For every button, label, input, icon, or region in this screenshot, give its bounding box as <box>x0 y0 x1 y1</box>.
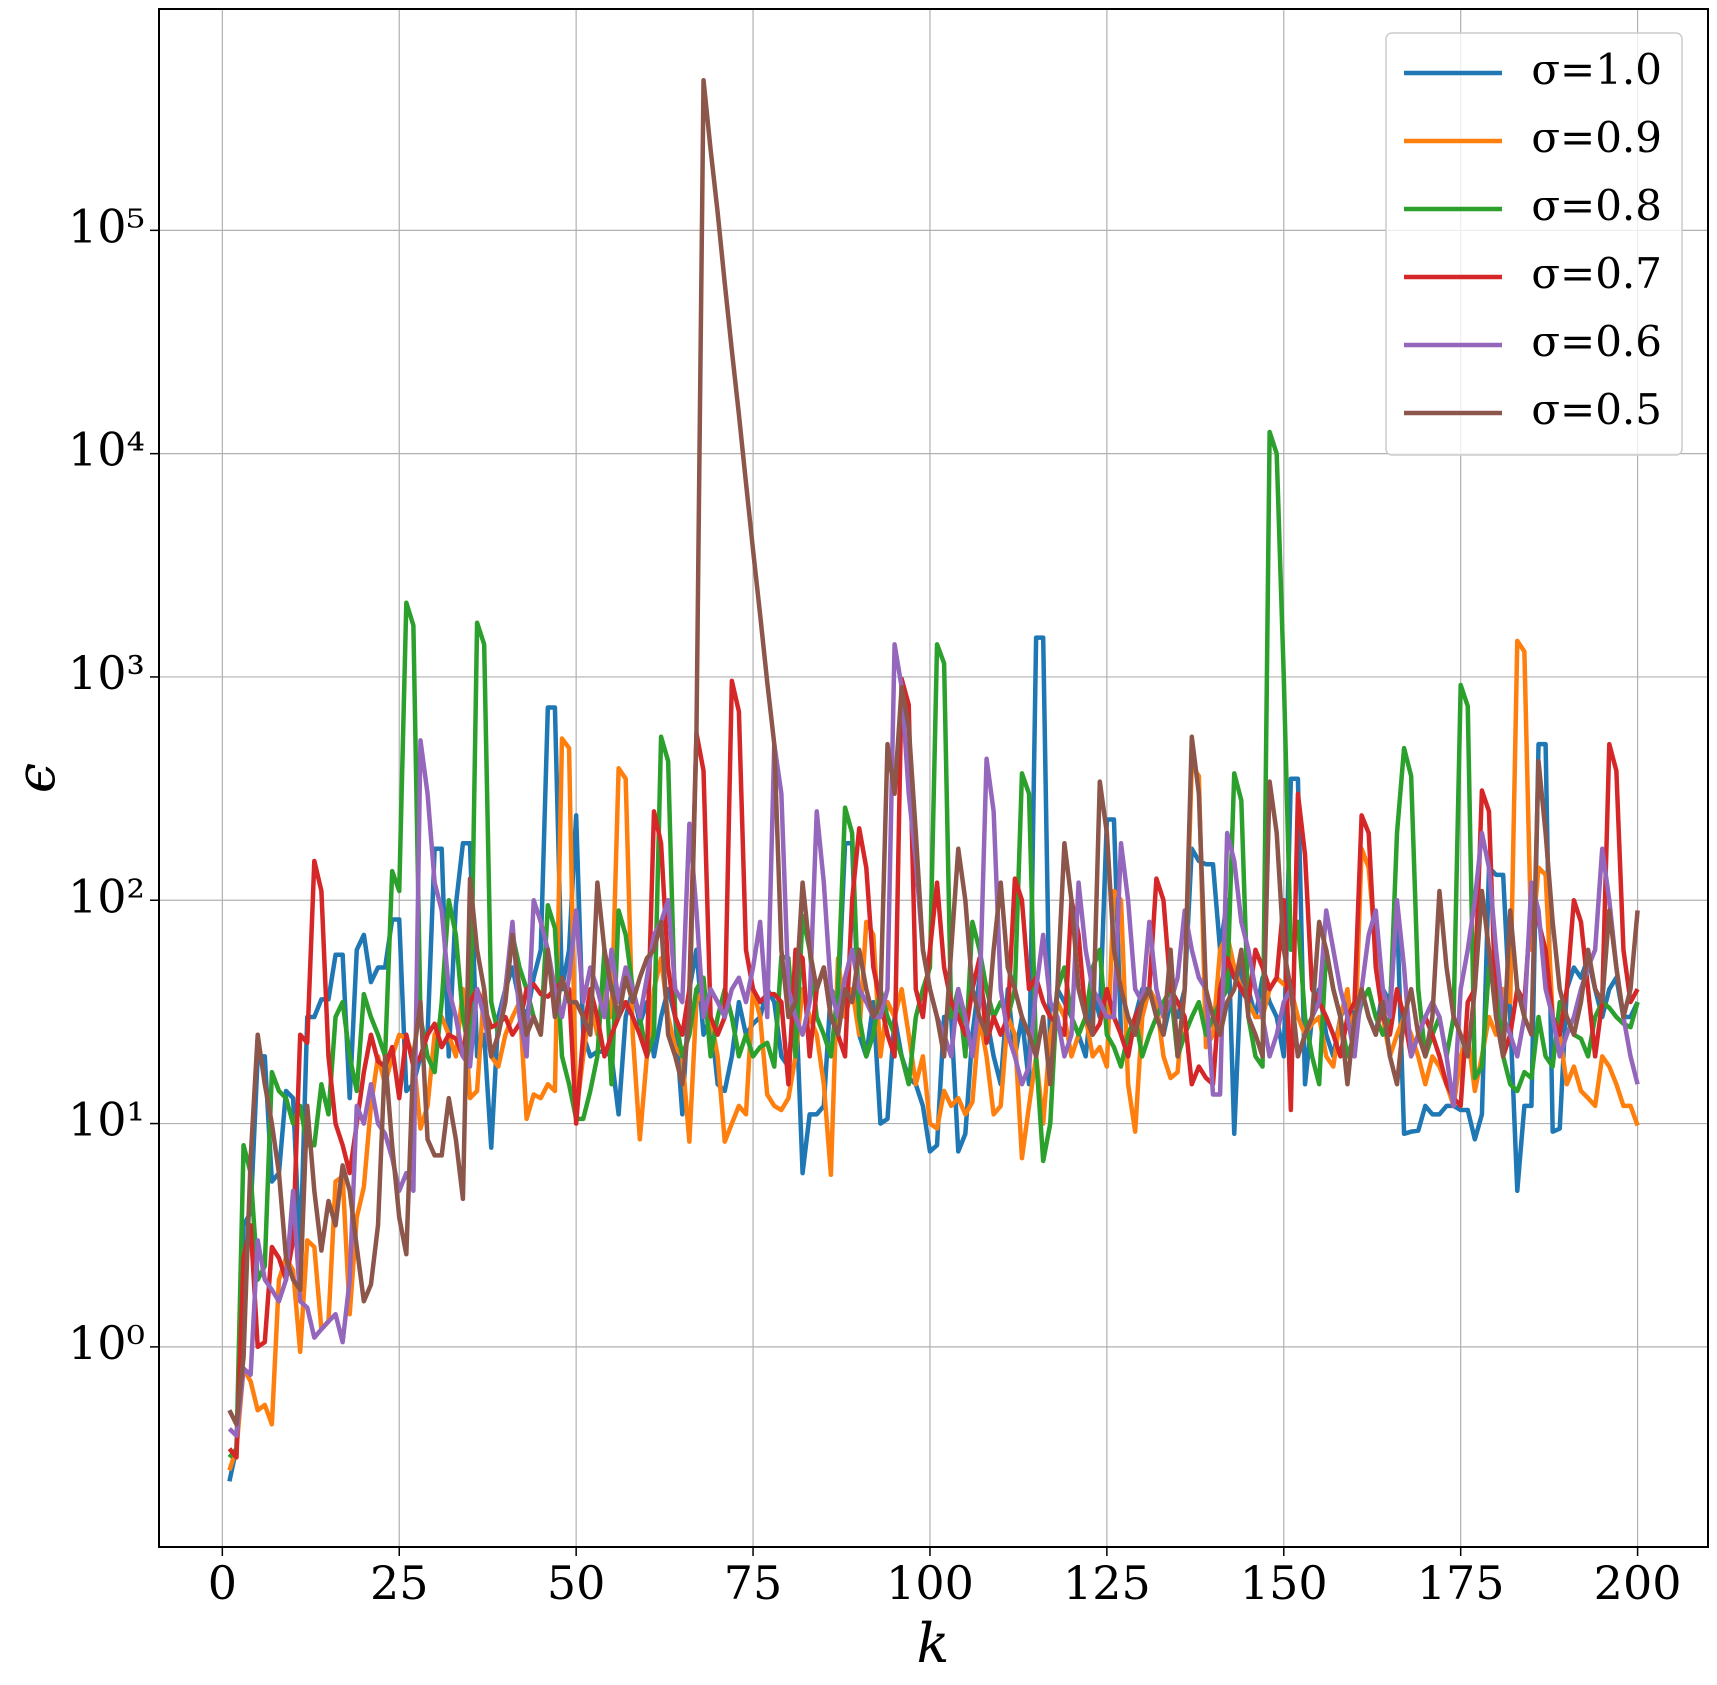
y-axis-label: ϵ <box>4 763 67 793</box>
y-tick-label: 10⁵ <box>68 199 145 253</box>
legend-label: σ=0.7 <box>1531 249 1662 298</box>
y-tick-label: 10⁰ <box>68 1316 145 1370</box>
x-tick-label: 200 <box>1594 1556 1682 1610</box>
x-tick-label: 75 <box>724 1556 783 1610</box>
legend-box <box>1385 32 1683 456</box>
y-tick-label: 10⁴ <box>68 423 145 477</box>
x-tick-label: 150 <box>1240 1556 1328 1610</box>
legend: σ=1.0 σ=0.9 σ=0.8 σ=0.7 σ=0.6 σ=0.5 <box>1385 32 1683 456</box>
legend-label: σ=0.8 <box>1531 181 1662 230</box>
plot-area <box>227 78 1640 1482</box>
y-tick-label: 10¹ <box>68 1093 145 1147</box>
y-tick-label: 10² <box>68 869 145 923</box>
legend-label: σ=0.6 <box>1531 317 1662 366</box>
x-tick-label: 175 <box>1417 1556 1505 1610</box>
x-tick-label: 25 <box>370 1556 429 1610</box>
y-tick-label: 10³ <box>68 646 145 700</box>
x-axis-label: k <box>917 1612 950 1675</box>
series-line <box>227 429 1640 1459</box>
legend-label: σ=0.5 <box>1531 385 1662 434</box>
axes-frame <box>158 8 1709 1548</box>
legend-label: σ=0.9 <box>1531 113 1662 162</box>
x-tick-label: 125 <box>1063 1556 1151 1610</box>
x-tick-label: 100 <box>886 1556 974 1610</box>
legend-label: σ=1.0 <box>1531 45 1662 94</box>
series-line <box>227 78 1640 1427</box>
x-tick-label: 50 <box>547 1556 606 1610</box>
x-tick-label: 0 <box>208 1556 237 1610</box>
series-line <box>227 635 1640 1482</box>
